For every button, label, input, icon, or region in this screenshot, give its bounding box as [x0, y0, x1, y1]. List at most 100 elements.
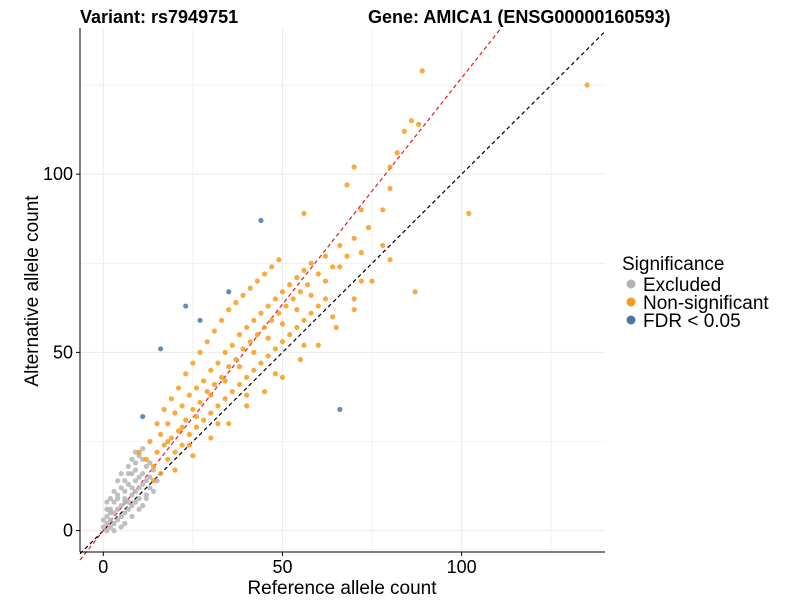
- point-excluded: [125, 499, 131, 505]
- point-non-significant: [197, 349, 203, 355]
- point-excluded: [136, 485, 142, 491]
- point-non-significant: [254, 278, 260, 284]
- point-non-significant: [419, 68, 425, 74]
- point-non-significant: [301, 317, 307, 323]
- point-non-significant: [161, 442, 167, 448]
- point-excluded: [111, 510, 117, 516]
- point-non-significant: [158, 470, 164, 477]
- point-non-significant: [333, 324, 339, 331]
- point-non-significant: [226, 307, 232, 313]
- point-excluded: [132, 467, 139, 473]
- point-non-significant: [186, 442, 192, 448]
- point-non-significant: [197, 399, 203, 405]
- point-non-significant: [358, 207, 364, 213]
- point-non-significant: [380, 242, 386, 249]
- point-non-significant: [294, 324, 300, 331]
- point-excluded: [143, 492, 149, 498]
- point-excluded: [132, 478, 139, 484]
- point-non-significant: [261, 271, 268, 277]
- point-non-significant: [254, 331, 260, 338]
- point-excluded: [143, 463, 149, 470]
- point-excluded: [118, 470, 124, 477]
- point-non-significant: [272, 371, 278, 377]
- point-excluded: [136, 474, 142, 480]
- point-non-significant: [380, 207, 386, 213]
- point-non-significant: [179, 403, 185, 409]
- x-tick-label: 0: [98, 557, 108, 577]
- point-non-significant: [168, 435, 174, 441]
- point-non-significant: [330, 314, 336, 320]
- point-non-significant: [150, 463, 157, 470]
- point-excluded: [150, 488, 157, 495]
- point-non-significant: [401, 128, 407, 134]
- point-non-significant: [233, 299, 239, 306]
- point-fdr-0-05: [197, 317, 203, 323]
- point-non-significant: [358, 249, 364, 256]
- point-non-significant: [229, 388, 235, 395]
- point-excluded: [111, 528, 117, 534]
- point-excluded: [125, 481, 131, 487]
- point-non-significant: [226, 364, 232, 370]
- point-non-significant: [226, 421, 232, 427]
- chart-title-variant: Variant: rs7949751: [80, 7, 238, 27]
- point-non-significant: [261, 324, 268, 331]
- point-non-significant: [193, 424, 200, 430]
- chart-title-gene: Gene: AMICA1 (ENSG00000160593): [368, 7, 670, 27]
- point-non-significant: [279, 374, 286, 380]
- point-non-significant: [154, 421, 160, 427]
- point-excluded: [140, 456, 146, 462]
- point-excluded: [115, 517, 121, 523]
- point-non-significant: [208, 392, 214, 398]
- point-non-significant: [154, 449, 160, 455]
- point-excluded: [107, 506, 114, 512]
- point-non-significant: [172, 449, 178, 455]
- point-non-significant: [297, 289, 303, 295]
- legend-label-non-significant: Non-significant: [643, 293, 769, 314]
- point-excluded: [136, 506, 142, 512]
- point-non-significant: [369, 278, 375, 284]
- point-excluded: [136, 453, 142, 459]
- point-non-significant: [240, 292, 246, 298]
- point-excluded: [132, 499, 139, 505]
- point-non-significant: [222, 349, 228, 355]
- point-non-significant: [387, 164, 393, 170]
- point-non-significant: [208, 435, 214, 441]
- y-tick-label: 50: [53, 342, 73, 362]
- point-non-significant: [165, 421, 171, 427]
- point-non-significant: [301, 342, 307, 348]
- point-excluded: [122, 478, 128, 484]
- point-non-significant: [165, 438, 171, 445]
- point-non-significant: [147, 438, 153, 445]
- point-excluded: [104, 520, 110, 527]
- point-non-significant: [208, 410, 214, 416]
- point-non-significant: [279, 339, 286, 345]
- point-non-significant: [337, 264, 343, 270]
- point-non-significant: [201, 417, 207, 423]
- point-non-significant: [294, 307, 300, 313]
- x-tick-label: 100: [447, 557, 477, 577]
- point-non-significant: [222, 378, 228, 384]
- point-non-significant: [179, 424, 185, 430]
- point-non-significant: [276, 257, 282, 263]
- point-excluded: [122, 495, 128, 502]
- point-fdr-0-05: [158, 346, 164, 352]
- point-non-significant: [344, 253, 350, 259]
- point-non-significant: [258, 360, 264, 366]
- legend-title: Significance: [622, 254, 724, 275]
- point-non-significant: [466, 210, 472, 216]
- point-non-significant: [218, 317, 225, 323]
- point-excluded: [104, 513, 110, 519]
- point-non-significant: [276, 310, 282, 316]
- point-non-significant: [337, 242, 343, 249]
- point-excluded: [129, 492, 135, 498]
- point-excluded: [104, 506, 110, 512]
- point-non-significant: [179, 442, 185, 448]
- point-excluded: [100, 517, 106, 523]
- point-non-significant: [308, 260, 314, 266]
- point-non-significant: [344, 182, 350, 188]
- point-non-significant: [244, 392, 250, 398]
- point-excluded: [118, 513, 124, 519]
- point-excluded: [129, 485, 135, 491]
- point-excluded: [143, 478, 149, 484]
- point-excluded: [107, 495, 114, 502]
